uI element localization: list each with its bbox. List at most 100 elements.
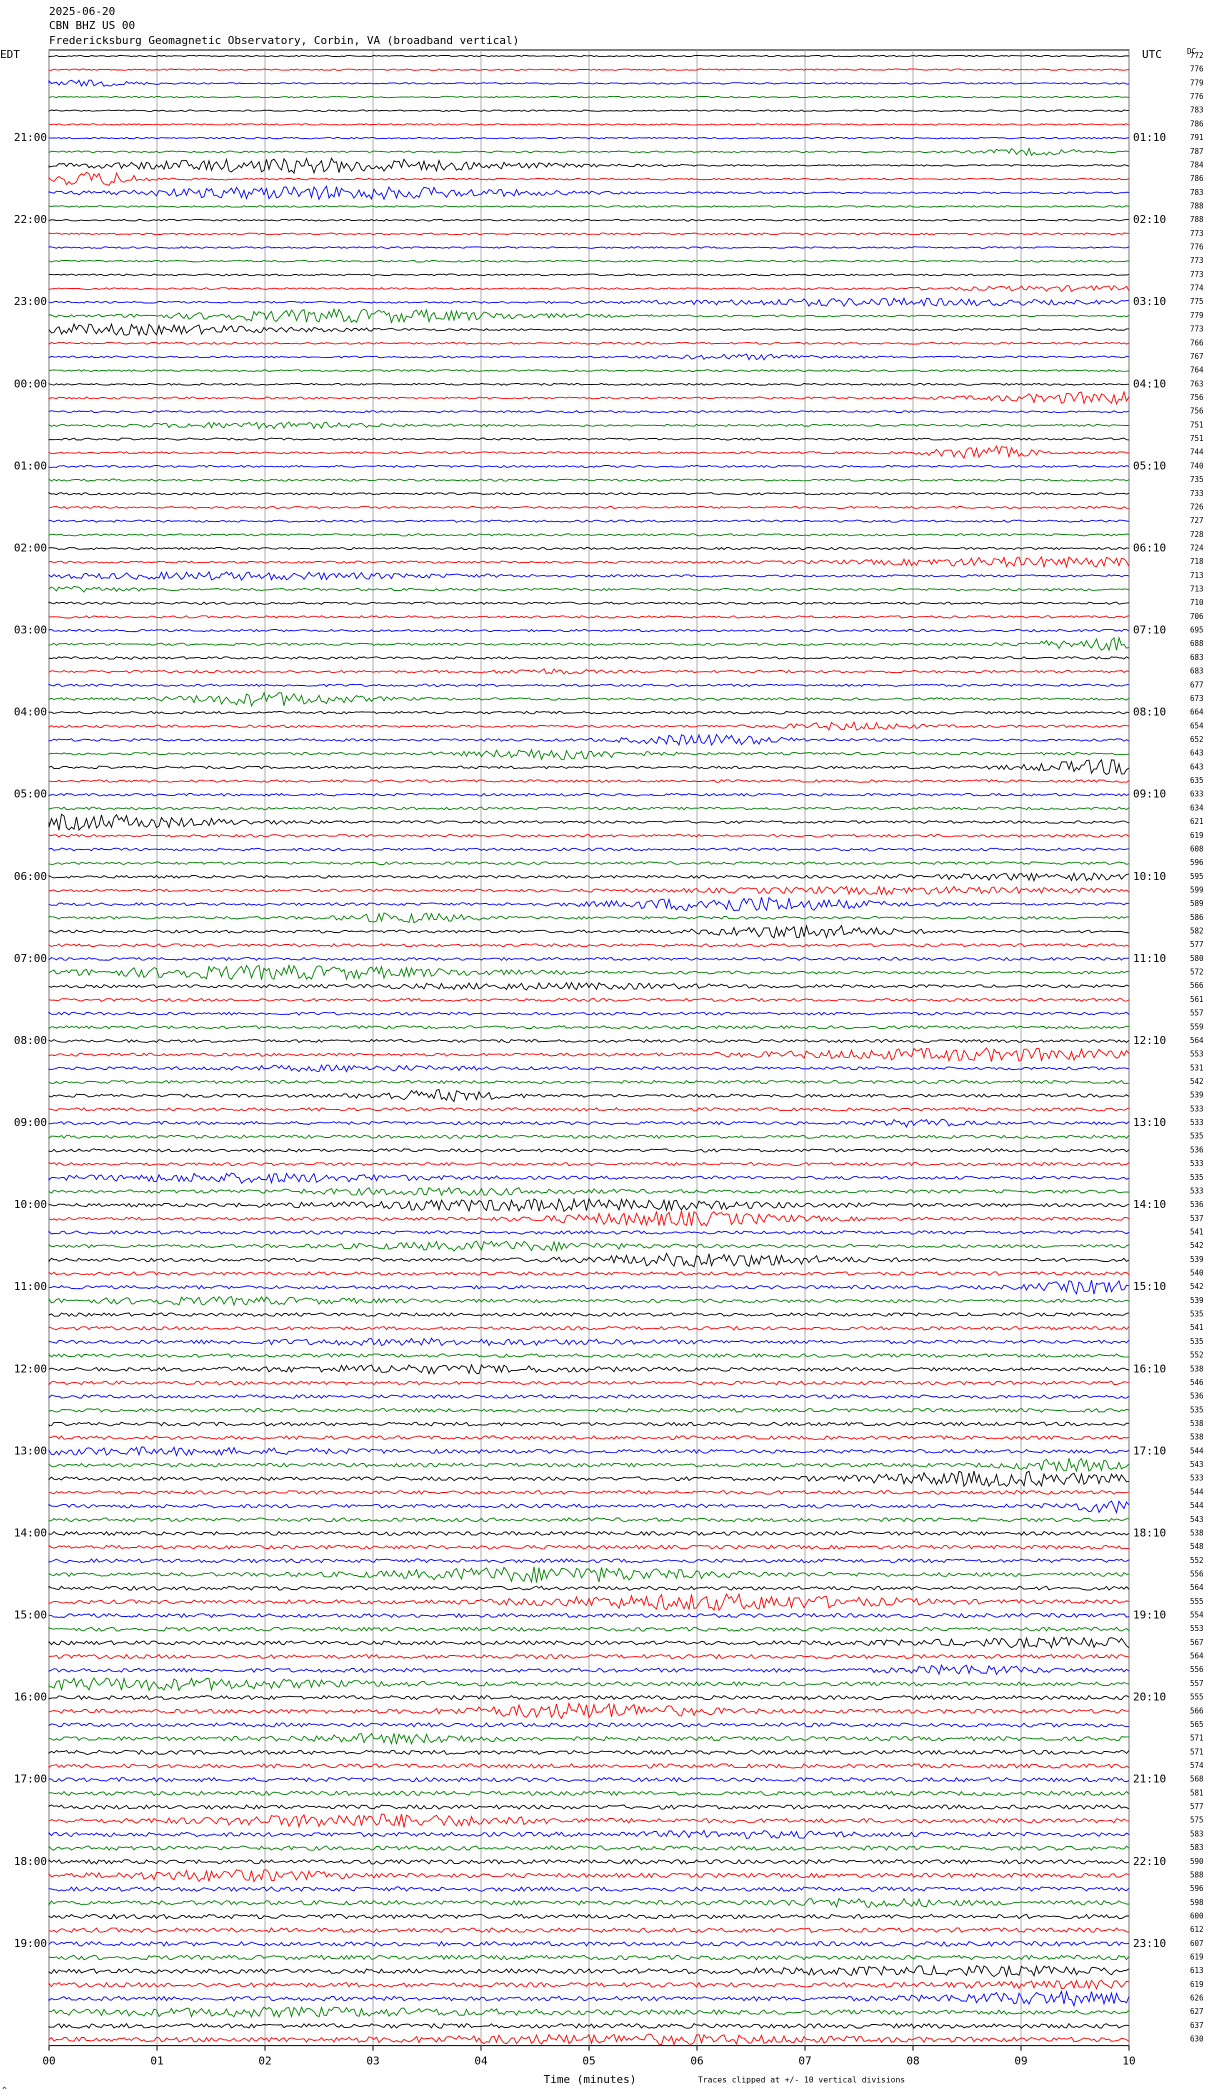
dc-offset: 619 <box>1190 1953 1204 1962</box>
dc-offset: 577 <box>1190 1802 1204 1811</box>
trace <box>48 1353 1130 1359</box>
trace <box>48 1394 1130 1400</box>
trace <box>48 1635 1130 1650</box>
left-hour-label: 06:00 <box>14 870 47 883</box>
left-hour-label: 09:00 <box>14 1116 47 1129</box>
trace <box>48 519 1130 523</box>
trace <box>48 1197 1130 1213</box>
dc-offset: 590 <box>1190 1857 1204 1866</box>
right-hour-label: 14:10 <box>1133 1198 1166 1211</box>
dc-offset: 643 <box>1190 762 1204 771</box>
trace <box>48 1500 1130 1515</box>
dc-offset: 773 <box>1190 229 1204 238</box>
trace <box>48 1829 1130 1839</box>
left-hour-label: 22:00 <box>14 213 47 226</box>
dc-offset: 779 <box>1190 311 1204 320</box>
dc-offset: 774 <box>1190 284 1204 293</box>
trace <box>48 1886 1130 1892</box>
trace <box>48 1271 1130 1276</box>
dc-offset: 559 <box>1190 1022 1204 1031</box>
dc-offset: 535 <box>1190 1173 1204 1182</box>
dc-offset: 664 <box>1190 708 1204 717</box>
trace <box>48 1612 1130 1619</box>
dc-offset: 695 <box>1190 626 1204 635</box>
trace <box>48 1592 1130 1612</box>
dc-offset: 536 <box>1190 1200 1204 1209</box>
dc-offset: 538 <box>1190 1364 1204 1373</box>
trace <box>48 1186 1130 1197</box>
dc-offset: 775 <box>1190 297 1204 306</box>
trace <box>48 1722 1130 1728</box>
dc-header: DC <box>1187 47 1196 56</box>
dc-offset: 763 <box>1190 379 1204 388</box>
left-hour-label: 14:00 <box>14 1526 47 1539</box>
trace <box>48 1913 1130 1920</box>
dc-offset: 582 <box>1190 927 1204 936</box>
dc-offset: 589 <box>1190 899 1204 908</box>
right-hour-label: 03:10 <box>1133 295 1166 308</box>
right-hour-label: 06:10 <box>1133 541 1166 554</box>
dc-offset: 613 <box>1190 1966 1204 1975</box>
trace <box>48 1279 1130 1296</box>
trace <box>48 656 1130 660</box>
trace <box>48 1312 1130 1317</box>
dc-offset: 533 <box>1190 1159 1204 1168</box>
right-hour-label: 04:10 <box>1133 377 1166 390</box>
dc-offset: 556 <box>1190 1665 1204 1674</box>
trace <box>48 1979 1130 1990</box>
trace <box>48 1470 1130 1488</box>
trace <box>48 615 1130 619</box>
dc-offset: 577 <box>1190 940 1204 949</box>
left-hour-label: 01:00 <box>14 459 47 472</box>
trace <box>48 1732 1129 1746</box>
dc-offset: 541 <box>1190 1323 1204 1332</box>
left-hour-label: 19:00 <box>14 1937 47 1950</box>
x-tick-label: 00 <box>42 2055 55 2068</box>
trace <box>48 147 1130 157</box>
trace <box>48 1663 1130 1676</box>
dc-offset: 764 <box>1190 366 1204 375</box>
dc-offset: 608 <box>1190 844 1204 853</box>
dc-offset: 588 <box>1190 1870 1204 1879</box>
trace <box>48 369 1130 373</box>
dc-offset: 634 <box>1190 803 1204 812</box>
dc-offset: 542 <box>1190 1077 1204 1086</box>
dc-offset: 552 <box>1190 1351 1204 1360</box>
left-hour-label: 11:00 <box>14 1280 47 1293</box>
trace <box>48 1047 1130 1063</box>
dc-offset: 630 <box>1190 2035 1204 2044</box>
dc-offset: 538 <box>1190 1419 1204 1428</box>
dc-offset: 561 <box>1190 995 1204 1004</box>
trace <box>48 1776 1130 1783</box>
trace <box>48 570 1130 581</box>
dc-offset: 552 <box>1190 1556 1204 1565</box>
trace <box>48 259 1130 263</box>
trace <box>48 585 1130 593</box>
trace <box>48 813 1130 832</box>
trace <box>48 710 1130 715</box>
dc-offset: 788 <box>1190 215 1204 224</box>
trace <box>48 464 1130 468</box>
dc-offset: 633 <box>1190 790 1204 799</box>
trace <box>48 792 1130 797</box>
x-tick-label: 03 <box>366 2055 379 2068</box>
trace <box>48 123 1130 126</box>
dc-offset: 566 <box>1190 1706 1204 1715</box>
dc-offset: 537 <box>1190 1214 1204 1223</box>
trace <box>48 861 1130 866</box>
trace <box>48 546 1130 551</box>
right-hour-label: 21:10 <box>1133 1773 1166 1786</box>
dc-offset: 544 <box>1190 1446 1204 1455</box>
trace <box>48 635 1130 652</box>
x-tick-label: 09 <box>1014 2055 1027 2068</box>
trace <box>48 491 1130 496</box>
trace <box>48 184 1130 201</box>
left-hour-label: 00:00 <box>14 377 47 390</box>
dc-offset: 535 <box>1190 1337 1204 1346</box>
trace <box>48 943 1130 948</box>
right-hour-label: 23:10 <box>1133 1937 1166 1950</box>
trace <box>48 924 1130 940</box>
trace <box>48 1927 1130 1933</box>
trace <box>48 997 1130 1002</box>
right-hour-label: 16:10 <box>1133 1362 1166 1375</box>
